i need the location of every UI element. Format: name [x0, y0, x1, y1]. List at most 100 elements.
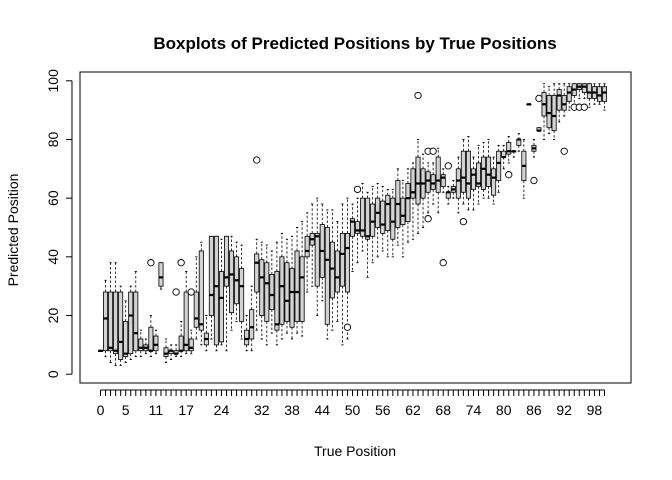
- x-tick-label: 17: [178, 402, 194, 418]
- box-group: [414, 91, 422, 234]
- box: [596, 86, 602, 102]
- box: [113, 291, 119, 355]
- box-group: [521, 139, 527, 199]
- box-group: [349, 203, 355, 272]
- box: [133, 291, 139, 352]
- outlier-point: [459, 217, 468, 226]
- box: [440, 174, 446, 187]
- outlier-point: [353, 185, 362, 194]
- box-group: [244, 315, 250, 352]
- outlier-point: [580, 103, 588, 111]
- box-group: [496, 144, 502, 193]
- y-axis-label: Predicted Position: [5, 174, 21, 287]
- box: [561, 95, 567, 111]
- x-tick-label: 98: [587, 402, 603, 418]
- box-group: [203, 315, 209, 352]
- box-group: [172, 288, 180, 358]
- box: [390, 197, 396, 240]
- box: [566, 86, 572, 102]
- outlier-point: [172, 288, 180, 296]
- box-group: [234, 241, 240, 322]
- box: [365, 197, 371, 240]
- box-group: [168, 344, 174, 360]
- box-group: [123, 300, 129, 363]
- box: [360, 197, 366, 237]
- box-group: [465, 136, 471, 211]
- box: [254, 253, 260, 293]
- box-group: [239, 244, 245, 340]
- box: [284, 262, 290, 322]
- box-group: [279, 232, 285, 340]
- box-group: [475, 144, 481, 205]
- box: [470, 168, 476, 190]
- box-group: [249, 285, 255, 352]
- box-group: [546, 86, 552, 135]
- x-tick-label: 24: [214, 402, 230, 418]
- box-group: [481, 141, 487, 199]
- box-group: [183, 271, 189, 355]
- outlier-point: [560, 147, 568, 155]
- box: [178, 335, 184, 352]
- box-group: [334, 221, 340, 322]
- x-axis-label: True Position: [314, 443, 396, 459]
- box: [324, 227, 330, 325]
- box-group: [551, 83, 557, 140]
- box-group: [429, 147, 437, 205]
- box-group: [353, 185, 362, 264]
- y-tick-label: 80: [45, 131, 61, 147]
- box-group: [586, 83, 592, 108]
- y-tick-label: 60: [45, 190, 61, 206]
- y-axis: 0 20 40 60 80 100: [45, 69, 73, 378]
- chart-title: Boxplots of Predicted Positions by True …: [153, 34, 556, 53]
- x-tick-label: 38: [284, 402, 300, 418]
- box: [163, 347, 169, 357]
- box: [486, 156, 492, 187]
- box-group: [365, 191, 371, 278]
- box: [435, 156, 441, 193]
- box: [244, 329, 250, 346]
- box: [304, 235, 310, 258]
- x-tick-label: 92: [556, 402, 572, 418]
- x-tick-label: 0: [97, 402, 105, 418]
- box-group: [385, 188, 391, 258]
- box-group: [541, 83, 547, 140]
- box-group: [113, 262, 119, 366]
- box-group: [198, 241, 204, 346]
- box-group: [329, 209, 335, 331]
- box-group: [274, 241, 280, 346]
- box: [349, 218, 355, 237]
- box: [259, 259, 265, 316]
- x-tick-label: 32: [254, 402, 270, 418]
- outlier-point: [253, 156, 261, 164]
- box-group: [516, 133, 522, 152]
- box-group: [410, 162, 416, 240]
- box-group: [390, 188, 396, 258]
- box-group: [294, 227, 300, 334]
- box: [118, 291, 124, 360]
- box-group: [269, 250, 275, 334]
- x-tick-label: 80: [496, 402, 512, 418]
- x-tick-label: 86: [526, 402, 542, 418]
- box: [188, 338, 194, 352]
- box: [405, 183, 411, 223]
- box: [183, 291, 189, 352]
- box-group: [218, 238, 224, 346]
- box: [334, 250, 340, 293]
- box-group: [324, 209, 330, 340]
- box-group: [375, 183, 381, 258]
- box-group: [556, 83, 562, 123]
- x-tick-label: 5: [122, 402, 130, 418]
- x-tick-label: 50: [345, 402, 361, 418]
- outlier-point: [530, 176, 538, 185]
- box-group: [138, 329, 144, 358]
- box-group: [147, 259, 155, 358]
- box-group: [380, 185, 386, 252]
- box: [430, 174, 436, 190]
- box-group: [153, 329, 159, 355]
- box: [355, 221, 361, 234]
- outlier-point: [535, 94, 543, 103]
- box-group: [459, 139, 468, 226]
- box: [581, 83, 587, 93]
- outlier-point: [429, 147, 437, 155]
- box: [223, 235, 229, 287]
